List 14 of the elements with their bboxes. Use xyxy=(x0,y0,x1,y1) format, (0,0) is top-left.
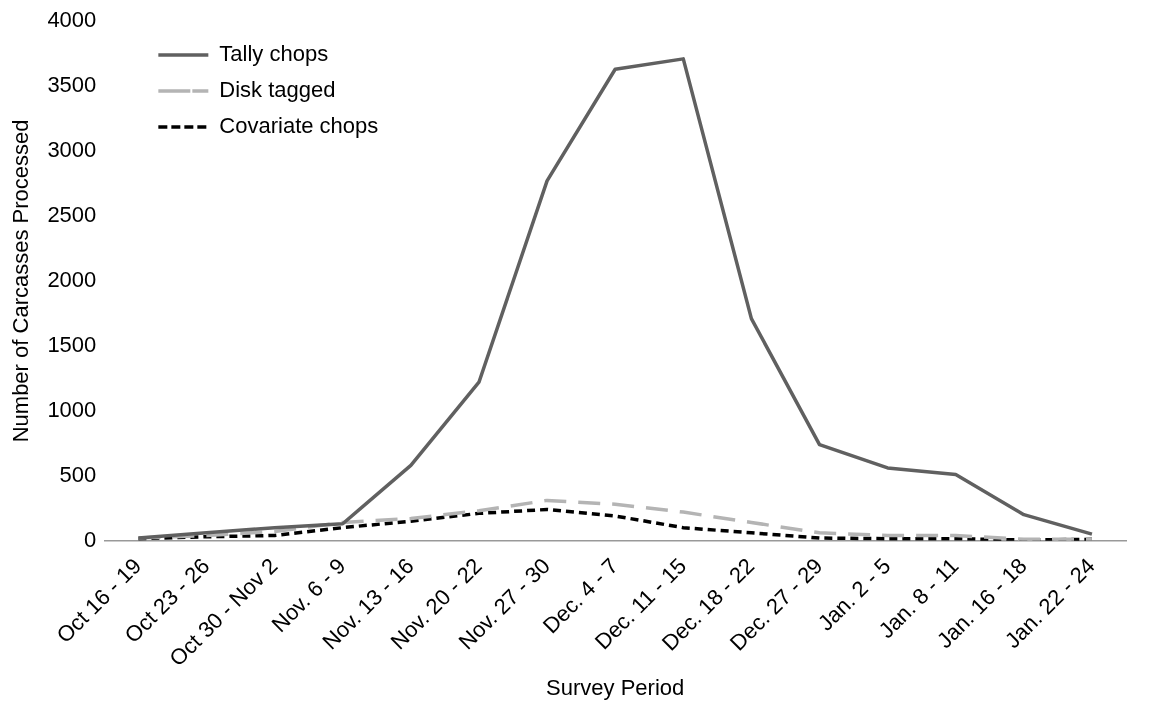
y-tick-label: 1500 xyxy=(47,331,97,357)
y-tick-label: 3000 xyxy=(47,137,97,163)
y-axis-title: Number of Carcasses Processed xyxy=(8,119,34,443)
y-tick-label: 500 xyxy=(59,461,97,487)
y-tick-label: 4000 xyxy=(47,7,97,33)
y-tick-label: 2000 xyxy=(47,266,97,292)
y-tick-label: 3500 xyxy=(47,72,97,98)
x-axis-title: Survey Period xyxy=(546,674,685,700)
y-tick-label: 1000 xyxy=(47,396,97,422)
y-tick-label: 2500 xyxy=(47,202,97,228)
legend-label: Covariate chops xyxy=(219,113,379,139)
legend-label: Disk tagged xyxy=(219,77,336,103)
y-tick-label: 0 xyxy=(84,526,97,552)
legend-label: Tally chops xyxy=(219,41,329,67)
